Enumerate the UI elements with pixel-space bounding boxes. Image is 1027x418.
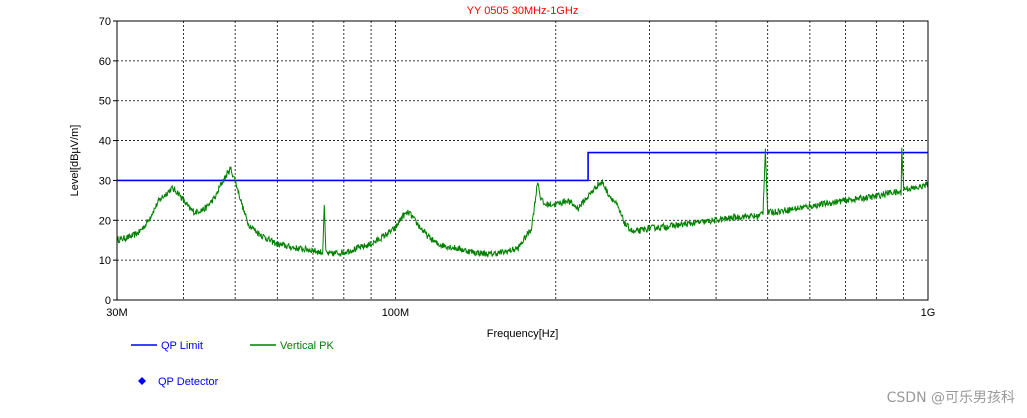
legend-label: Vertical PK (280, 340, 334, 352)
y-tick-label: 10 (99, 255, 111, 267)
x-tick-label: 1G (921, 307, 936, 319)
grid (117, 20, 928, 301)
y-tick-label: 0 (105, 295, 111, 307)
tick-labels: 0 10 20 30 40 50 60 70 30M 100M 1G (99, 16, 936, 319)
y-tick-label: 50 (99, 96, 111, 108)
series-line-qp-limit (117, 151, 928, 182)
y-tick-label: 60 (99, 56, 111, 68)
legend-label: QP Limit (161, 340, 203, 352)
y-tick-label: 40 (99, 136, 111, 148)
chart-title: YY 0505 30MHz-1GHz (467, 5, 579, 17)
series-line-vertical-pk (116, 147, 929, 258)
series-layer (116, 147, 929, 258)
plot-frame (116, 20, 929, 301)
y-tick-label: 70 (99, 16, 111, 28)
x-axis-title: Frequency[Hz] (487, 328, 559, 340)
y-tick-label: 20 (99, 215, 111, 227)
x-tick-label: 30M (106, 307, 127, 319)
legend: QP Limit Vertical PK QP Detector (131, 340, 334, 388)
x-tick-label: 100M (382, 307, 410, 319)
legend-diamond-marker (138, 377, 146, 385)
watermark: CSDN @可乐男孩科 (886, 390, 1015, 406)
legend-label: QP Detector (158, 376, 219, 388)
y-axis-title: Level[dBµV/m] (69, 125, 81, 197)
y-tick-label: 30 (99, 175, 111, 187)
